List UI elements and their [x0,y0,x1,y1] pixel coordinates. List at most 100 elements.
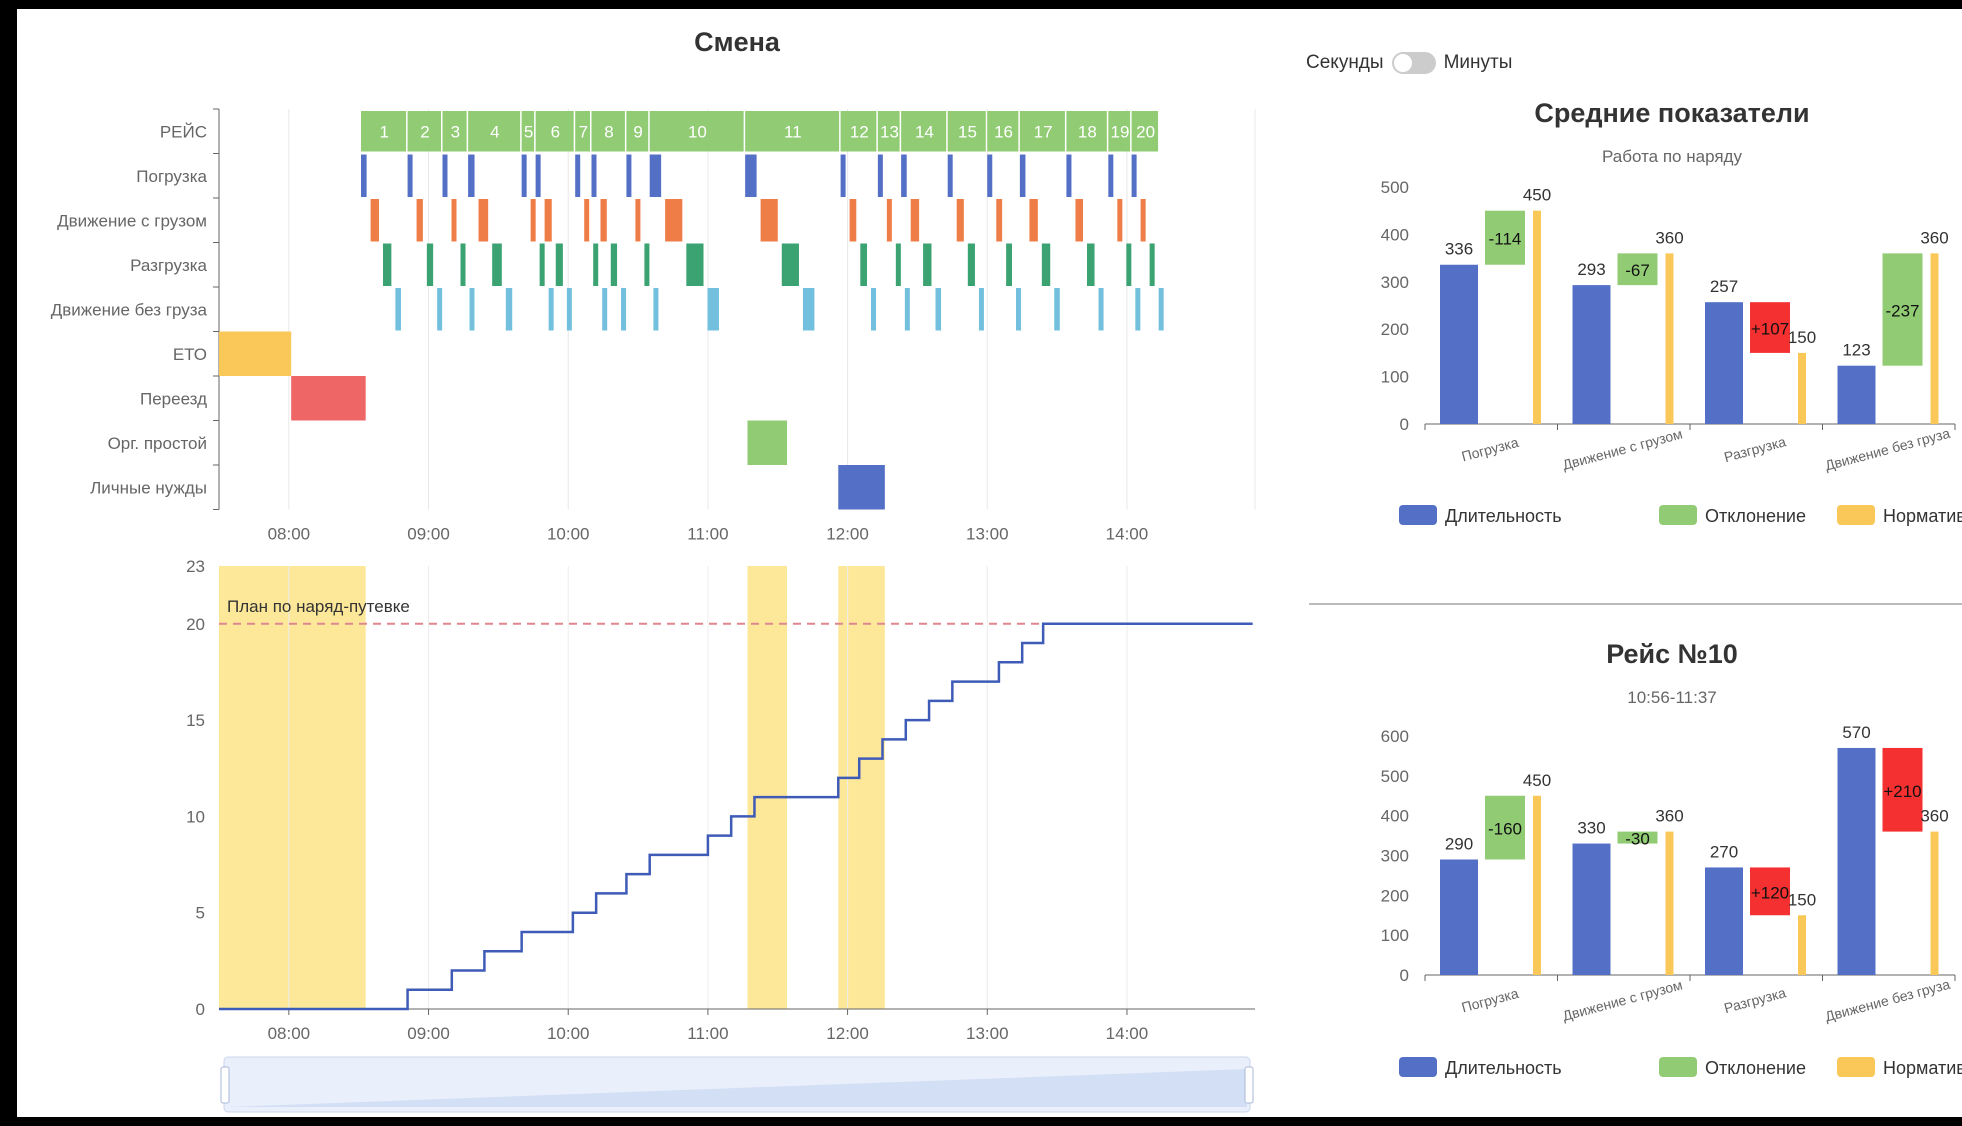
ride-bar [361,111,407,152]
norm-bar [1930,831,1939,975]
bar-category-label: Погрузка [1460,985,1521,1016]
move-empty-bar [871,288,877,331]
bar-y-tick: 500 [1381,178,1409,197]
zoom-slider-preview[interactable] [227,1069,1247,1107]
line-y-tick: 23 [186,557,205,576]
duration-bar [1572,843,1611,975]
move-empty-bar [707,288,719,331]
legend-norm-label: Норматив [1883,506,1962,526]
ride-bar [626,111,649,152]
duration-bar [1837,365,1876,424]
gantt-row-label: Движение с грузом [57,211,207,230]
move-empty-bar [935,288,942,331]
minutes-label: Минуты [1443,52,1513,73]
zoom-handle-right[interactable] [1244,1066,1254,1104]
load-bar [626,154,632,197]
bar-chart-subtitle: 10:56-11:37 [1627,688,1716,707]
gantt-row-label: Движение без груза [51,300,208,319]
bar-chart-title: Средние показатели [1534,98,1809,128]
legend-deviation-swatch [1659,1057,1697,1077]
line-x-tick: 09:00 [407,1024,450,1043]
load-bar [361,154,367,197]
ride-bar [1019,111,1065,152]
seconds-label: Секунды [1306,52,1384,73]
move-loaded-bar [600,199,607,242]
bar-y-tick: 600 [1381,727,1409,746]
ride-bar [468,111,521,152]
line-y-tick: 15 [186,711,205,730]
norm-value-label: 360 [1655,807,1683,826]
gantt-row-label: Личные нужды [90,478,207,497]
deviation-bar [1882,253,1923,366]
ride-number: 2 [420,122,429,141]
bar-y-tick: 200 [1381,320,1409,339]
unload-bar [895,243,901,286]
ride-bar [535,111,574,152]
unload-bar [1149,243,1155,286]
deviation-bar [1750,302,1790,353]
move-empty-bar [469,288,475,331]
load-bar [745,154,757,197]
unit-toggle[interactable]: Секунды Минуты [1306,49,1512,77]
bar-y-tick: 400 [1381,225,1409,244]
norm-value-label: 450 [1523,186,1551,205]
bar-y-tick: 500 [1381,767,1409,786]
norm-value-label: 360 [1920,807,1948,826]
move-empty-bar [1054,288,1060,331]
norm-value-label: 360 [1920,228,1948,247]
zoom-handle-left[interactable] [220,1066,230,1104]
ride-number: 6 [551,122,560,141]
gantt-title: Смена [694,27,781,57]
gantt-row-label: Разгрузка [130,256,207,275]
norm-bar [1665,253,1674,424]
legend-deviation-label: Отклонение [1705,506,1806,526]
ride-number: 14 [915,122,934,141]
move-empty-bar [1016,288,1022,331]
duration-bar [1440,859,1478,975]
ride-number: 19 [1111,122,1130,141]
load-bar [591,154,597,197]
move-empty-bar [395,288,401,331]
line-x-tick: 13:00 [966,1024,1009,1043]
deviation-bar [1882,747,1923,832]
load-bar [1108,154,1114,197]
ride-number: 15 [958,122,977,141]
line-x-tick: 12:00 [826,1024,869,1043]
gantt-x-tick: 13:00 [966,525,1009,544]
load-bar [877,154,883,197]
load-bar [840,154,846,197]
gantt-x-tick: 10:00 [547,525,590,544]
move-loaded-bar [635,199,641,242]
move-loaded-bar [1140,199,1146,242]
bar-y-tick: 100 [1381,368,1409,387]
move-loaded-bar [584,199,590,242]
ride-number: 18 [1078,122,1097,141]
move-loaded-bar [544,199,552,242]
unload-bar [426,243,434,286]
deviation-bar [1750,867,1790,916]
ride-bar [947,111,986,152]
ride-number: 11 [784,122,802,141]
unload-bar [382,243,392,286]
deviation-value-label: +107 [1751,320,1789,339]
unload-bar [492,243,502,286]
move-empty-bar [1135,288,1141,331]
move-loaded-bar [996,199,1003,242]
legend-norm-swatch [1837,505,1875,525]
move-empty-bar [505,288,513,331]
move-loaded-bar [530,199,536,242]
ride-bar [575,111,590,152]
unit-switch[interactable] [1391,52,1436,74]
duration-value-label: 336 [1445,240,1473,259]
line-y-tick: 0 [196,1000,205,1019]
deviation-value-label: -237 [1885,302,1919,321]
ride-bar [649,111,744,152]
unload-bar [555,243,563,286]
load-bar [407,154,413,197]
norm-value-label: 150 [1788,328,1816,347]
load-bar [947,154,953,197]
legend-duration-label: Длительность [1445,506,1562,526]
unload-bar [1086,243,1095,286]
load-bar [987,154,993,197]
transfer-bar [291,376,366,421]
